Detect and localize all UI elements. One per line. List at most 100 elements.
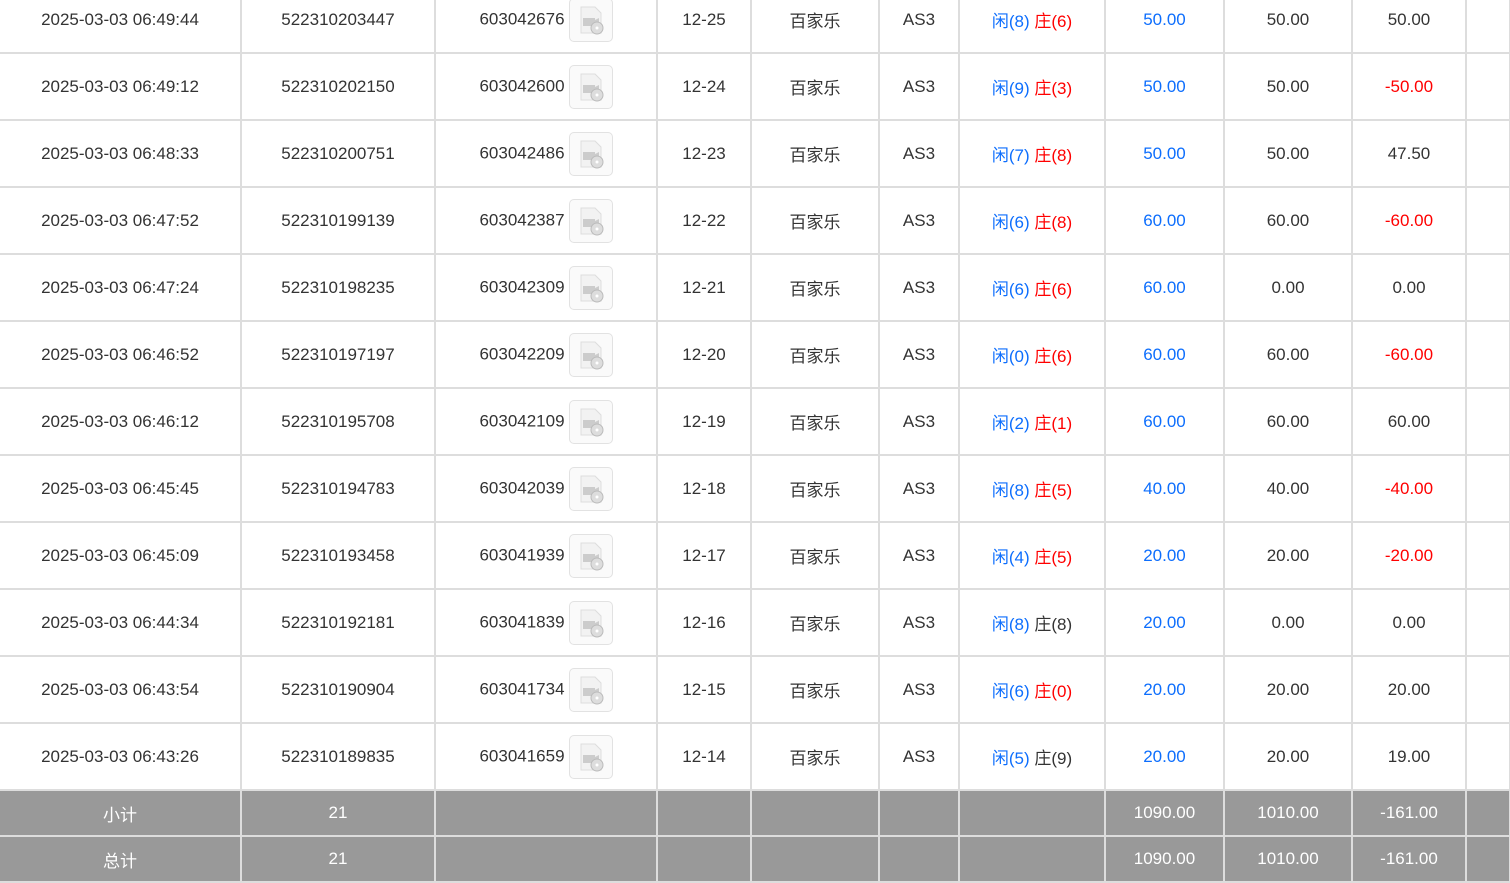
footer-valid: 1010.00 bbox=[1224, 836, 1353, 883]
table-name: AS3 bbox=[879, 0, 960, 54]
table-row: 2025-03-03 06:43:54 522310190904 603041734… bbox=[0, 656, 1510, 724]
video-replay-icon[interactable] bbox=[568, 332, 613, 377]
shoe-number: 12-15 bbox=[657, 656, 752, 724]
table-row: 2025-03-03 06:45:45 522310194783 603042039… bbox=[0, 455, 1510, 523]
order-number: 522310190904 bbox=[241, 656, 436, 724]
game-name: 百家乐 bbox=[751, 321, 880, 389]
order-number: 522310203447 bbox=[241, 0, 436, 54]
empty-cell bbox=[1466, 53, 1510, 121]
empty-cell bbox=[657, 836, 752, 883]
video-replay-icon[interactable] bbox=[568, 734, 613, 779]
order-number: 522310192181 bbox=[241, 589, 436, 657]
game-name: 百家乐 bbox=[751, 187, 880, 255]
video-replay-icon[interactable] bbox=[568, 64, 613, 109]
table-row: 2025-03-03 06:47:52 522310199139 603042387… bbox=[0, 187, 1510, 255]
table-row: 2025-03-03 06:46:12 522310195708 603042109… bbox=[0, 388, 1510, 456]
player-result: 闲(4) bbox=[991, 548, 1030, 567]
footer-label: 小计 bbox=[0, 790, 242, 837]
win-loss: 50.00 bbox=[1352, 0, 1467, 54]
bet-time: 2025-03-03 06:49:12 bbox=[0, 53, 242, 121]
table-row: 2025-03-03 06:45:09 522310193458 603041939… bbox=[0, 522, 1510, 590]
shoe-number: 12-23 bbox=[657, 120, 752, 188]
round-number-cell: 603042039 bbox=[435, 455, 658, 523]
player-result: 闲(6) bbox=[991, 213, 1030, 232]
bet-amount: 50.00 bbox=[1105, 0, 1225, 54]
footer-valid: 1010.00 bbox=[1224, 790, 1353, 837]
valid-bet: 0.00 bbox=[1224, 254, 1353, 322]
video-replay-icon[interactable] bbox=[568, 466, 613, 511]
player-result: 闲(7) bbox=[991, 146, 1030, 165]
empty-cell bbox=[879, 836, 960, 883]
video-replay-icon[interactable] bbox=[568, 533, 613, 578]
empty-cell bbox=[751, 790, 880, 837]
table-name: AS3 bbox=[879, 723, 960, 791]
table-row: 2025-03-03 06:49:44 522310203447 603042676… bbox=[0, 0, 1510, 54]
bet-time: 2025-03-03 06:48:33 bbox=[0, 120, 242, 188]
table-row: 2025-03-03 06:48:33 522310200751 603042486… bbox=[0, 120, 1510, 188]
game-name: 百家乐 bbox=[751, 723, 880, 791]
win-loss: -40.00 bbox=[1352, 455, 1467, 523]
video-replay-icon[interactable] bbox=[568, 399, 613, 444]
table-name: AS3 bbox=[879, 455, 960, 523]
video-replay-icon[interactable] bbox=[568, 667, 613, 712]
win-loss: 20.00 bbox=[1352, 656, 1467, 724]
valid-bet: 20.00 bbox=[1224, 522, 1353, 590]
empty-cell bbox=[959, 836, 1106, 883]
empty-cell bbox=[751, 836, 880, 883]
round-number-cell: 603042209 bbox=[435, 321, 658, 389]
banker-result: 庄(8) bbox=[1034, 615, 1073, 634]
table-row: 2025-03-03 06:46:52 522310197197 603042209… bbox=[0, 321, 1510, 389]
player-result: 闲(9) bbox=[991, 79, 1030, 98]
bet-time: 2025-03-03 06:46:52 bbox=[0, 321, 242, 389]
banker-result: 庄(0) bbox=[1034, 682, 1073, 701]
empty-cell bbox=[1466, 120, 1510, 188]
result-cell: 闲(8) 庄(8) bbox=[959, 589, 1106, 657]
bet-amount: 20.00 bbox=[1105, 522, 1225, 590]
round-number-cell: 603041939 bbox=[435, 522, 658, 590]
video-replay-icon[interactable] bbox=[568, 0, 613, 42]
order-number: 522310193458 bbox=[241, 522, 436, 590]
empty-cell bbox=[1466, 388, 1510, 456]
win-loss: 0.00 bbox=[1352, 254, 1467, 322]
round-number: 603041939 bbox=[479, 544, 565, 564]
empty-cell bbox=[435, 836, 658, 883]
table-name: AS3 bbox=[879, 53, 960, 121]
game-name: 百家乐 bbox=[751, 120, 880, 188]
empty-cell bbox=[1466, 0, 1510, 54]
valid-bet: 60.00 bbox=[1224, 187, 1353, 255]
table-name: AS3 bbox=[879, 254, 960, 322]
video-replay-icon[interactable] bbox=[568, 131, 613, 176]
table-row: 2025-03-03 06:43:26 522310189835 603041659… bbox=[0, 723, 1510, 791]
round-number-cell: 603041734 bbox=[435, 656, 658, 724]
bet-amount: 40.00 bbox=[1105, 455, 1225, 523]
bet-amount: 60.00 bbox=[1105, 388, 1225, 456]
bet-time: 2025-03-03 06:45:45 bbox=[0, 455, 242, 523]
result-cell: 闲(6) 庄(8) bbox=[959, 187, 1106, 255]
bet-amount: 20.00 bbox=[1105, 723, 1225, 791]
round-number: 603042309 bbox=[479, 276, 565, 296]
video-replay-icon[interactable] bbox=[568, 198, 613, 243]
win-loss: 0.00 bbox=[1352, 589, 1467, 657]
video-replay-icon[interactable] bbox=[568, 600, 613, 645]
valid-bet: 50.00 bbox=[1224, 53, 1353, 121]
result-cell: 闲(6) 庄(6) bbox=[959, 254, 1106, 322]
bet-amount: 50.00 bbox=[1105, 53, 1225, 121]
banker-result: 庄(6) bbox=[1034, 280, 1073, 299]
total-row: 总计 21 1090.00 1010.00 -161.00 bbox=[0, 836, 1510, 883]
empty-cell bbox=[1466, 656, 1510, 724]
table-name: AS3 bbox=[879, 187, 960, 255]
footer-count: 21 bbox=[241, 790, 436, 837]
round-number-cell: 603042486 bbox=[435, 120, 658, 188]
shoe-number: 12-19 bbox=[657, 388, 752, 456]
subtotal-row: 小计 21 1090.00 1010.00 -161.00 bbox=[0, 790, 1510, 837]
game-name: 百家乐 bbox=[751, 656, 880, 724]
empty-cell bbox=[1466, 321, 1510, 389]
bet-amount: 60.00 bbox=[1105, 254, 1225, 322]
win-loss: -60.00 bbox=[1352, 321, 1467, 389]
round-number: 603042039 bbox=[479, 477, 565, 497]
empty-cell bbox=[435, 790, 658, 837]
banker-result: 庄(5) bbox=[1034, 481, 1073, 500]
video-replay-icon[interactable] bbox=[568, 265, 613, 310]
footer-win: -161.00 bbox=[1352, 790, 1467, 837]
bet-amount: 20.00 bbox=[1105, 656, 1225, 724]
